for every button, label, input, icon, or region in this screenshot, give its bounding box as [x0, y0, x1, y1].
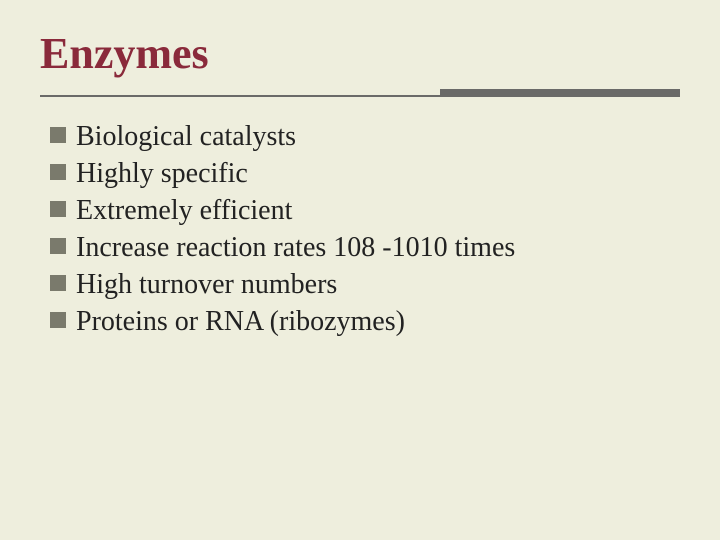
list-item: High turnover numbers	[50, 267, 680, 302]
slide: Enzymes Biological catalysts Highly spec…	[0, 0, 720, 540]
bullet-square-icon	[50, 275, 66, 291]
slide-title: Enzymes	[40, 28, 680, 79]
bullet-square-icon	[50, 201, 66, 217]
list-item: Highly specific	[50, 156, 680, 191]
bullet-text: Extremely efficient	[76, 193, 292, 228]
list-item: Proteins or RNA (ribozymes)	[50, 304, 680, 339]
bullet-square-icon	[50, 312, 66, 328]
bullet-text: Proteins or RNA (ribozymes)	[76, 304, 405, 339]
title-underline	[40, 89, 680, 97]
bullet-square-icon	[50, 127, 66, 143]
list-item: Increase reaction rates 108 -1010 times	[50, 230, 680, 265]
bullet-text: High turnover numbers	[76, 267, 337, 302]
list-item: Extremely efficient	[50, 193, 680, 228]
list-item: Biological catalysts	[50, 119, 680, 154]
bullet-square-icon	[50, 164, 66, 180]
bullet-text: Increase reaction rates 108 -1010 times	[76, 230, 515, 265]
bullet-square-icon	[50, 238, 66, 254]
title-underline-thick	[440, 89, 680, 97]
bullet-text: Highly specific	[76, 156, 248, 191]
bullet-list: Biological catalysts Highly specific Ext…	[40, 119, 680, 339]
bullet-text: Biological catalysts	[76, 119, 296, 154]
